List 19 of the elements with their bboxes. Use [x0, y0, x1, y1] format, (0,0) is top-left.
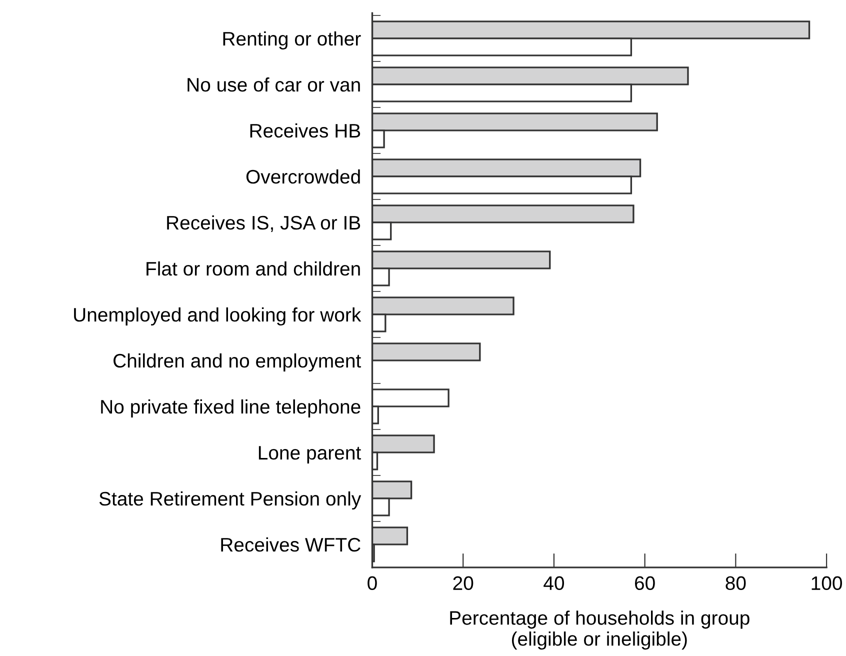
- x-tick-label: 80: [726, 576, 746, 590]
- x-tick-label: 40: [544, 576, 564, 590]
- x-tick-label: 60: [634, 576, 655, 590]
- y-tick-label: No use of car or van: [188, 77, 360, 92]
- y-tick-label: Unemployed and looking for work: [74, 307, 362, 326]
- y-tick-label: Renting or other: [223, 31, 361, 50]
- y-tick-label: Flat or room and children: [146, 261, 360, 276]
- x-tick-label: 100: [812, 576, 842, 590]
- y-tick-label: Receives HB: [250, 123, 360, 138]
- y-tick-label: Overcrowded: [246, 169, 360, 184]
- y-tick-label: State Retirement Pension only: [99, 491, 362, 510]
- y-tick-label: Children and no employment: [114, 353, 362, 372]
- x-axis-title: Percentage of households in group (eligible or ineligible): [450, 610, 750, 650]
- y-tick-label: No private fixed line telephone: [101, 399, 360, 418]
- x-tick-label: 0: [368, 576, 377, 590]
- y-tick-label: Lone parent: [258, 446, 361, 464]
- y-tick-label: Receives IS, JSA or IB: [167, 215, 360, 232]
- x-tick-label: 20: [453, 576, 474, 590]
- y-tick-label: Receives WFTC: [221, 537, 360, 552]
